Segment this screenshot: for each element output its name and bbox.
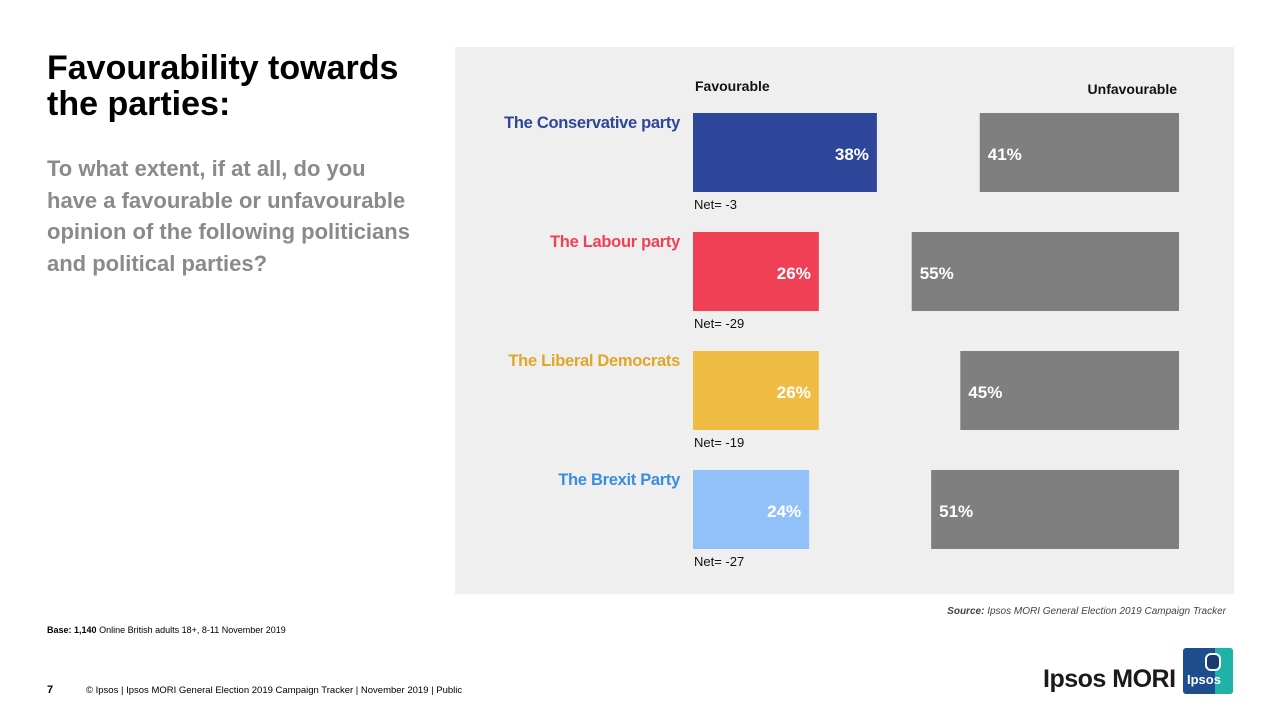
source-text: Ipsos MORI General Election 2019 Campaig… — [987, 606, 1226, 617]
net-label-libdem: Net= -19 — [694, 435, 744, 450]
value-label-favourable-libdem: 26% — [777, 383, 811, 402]
bar-unfavourable-brexit — [931, 470, 1179, 549]
bar-unfavourable-conservative — [979, 113, 1179, 192]
ipsos-mori-logo-text: Ipsos MORI — [1043, 665, 1176, 693]
value-label-favourable-conservative: 38% — [835, 145, 869, 164]
header-unfavourable: Unfavourable — [1088, 81, 1178, 97]
base-label: Base: — [47, 625, 72, 635]
value-label-unfavourable-libdem: 45% — [968, 383, 1002, 402]
category-label-labour: The Labour party — [550, 233, 681, 251]
footer-text: © Ipsos | Ipsos MORI General Election 20… — [86, 685, 463, 696]
source-label: Source: — [947, 606, 985, 617]
net-label-brexit: Net= -27 — [694, 554, 744, 569]
bar-favourable-libdem — [693, 351, 819, 430]
bar-favourable-brexit — [693, 470, 810, 549]
bar-favourable-labour — [693, 232, 819, 311]
value-label-unfavourable-brexit: 51% — [939, 502, 973, 521]
value-label-favourable-labour: 26% — [777, 264, 811, 283]
net-label-conservative: Net= -3 — [694, 197, 737, 212]
value-label-favourable-brexit: 24% — [767, 502, 801, 521]
page-number: 7 — [47, 684, 54, 696]
logo-head-shape — [1205, 653, 1221, 671]
question-text: To what extent, if at all, do you have a… — [47, 156, 410, 276]
slide-title: Favourability towards the parties: — [47, 49, 399, 123]
logo-badge-label: Ipsos — [1187, 672, 1221, 687]
category-label-libdem: The Liberal Democrats — [508, 352, 680, 370]
value-label-unfavourable-labour: 55% — [920, 264, 954, 283]
value-label-unfavourable-conservative: 41% — [988, 145, 1022, 164]
base-value: 1,140 — [74, 625, 97, 635]
source-note: Source: Ipsos MORI General Election 2019… — [947, 606, 1226, 617]
bar-unfavourable-libdem — [960, 351, 1179, 430]
category-label-brexit: The Brexit Party — [558, 471, 681, 489]
bar-favourable-conservative — [693, 113, 877, 192]
favourability-chart: Favourable Unfavourable The Conservative p… — [504, 78, 1179, 569]
chart-panel: Favourable Unfavourable The Conservative p… — [455, 47, 1234, 594]
base-note: Base: 1,140 Online British adults 18+, 8… — [47, 625, 286, 635]
category-label-conservative: The Conservative party — [504, 114, 681, 132]
bar-unfavourable-labour — [911, 232, 1179, 311]
ipsos-logo-icon: Ipsos — [1183, 648, 1233, 694]
net-label-labour: Net= -29 — [694, 316, 744, 331]
base-text: Online British adults 18+, 8-11 November… — [99, 625, 286, 635]
header-favourable: Favourable — [695, 78, 770, 94]
